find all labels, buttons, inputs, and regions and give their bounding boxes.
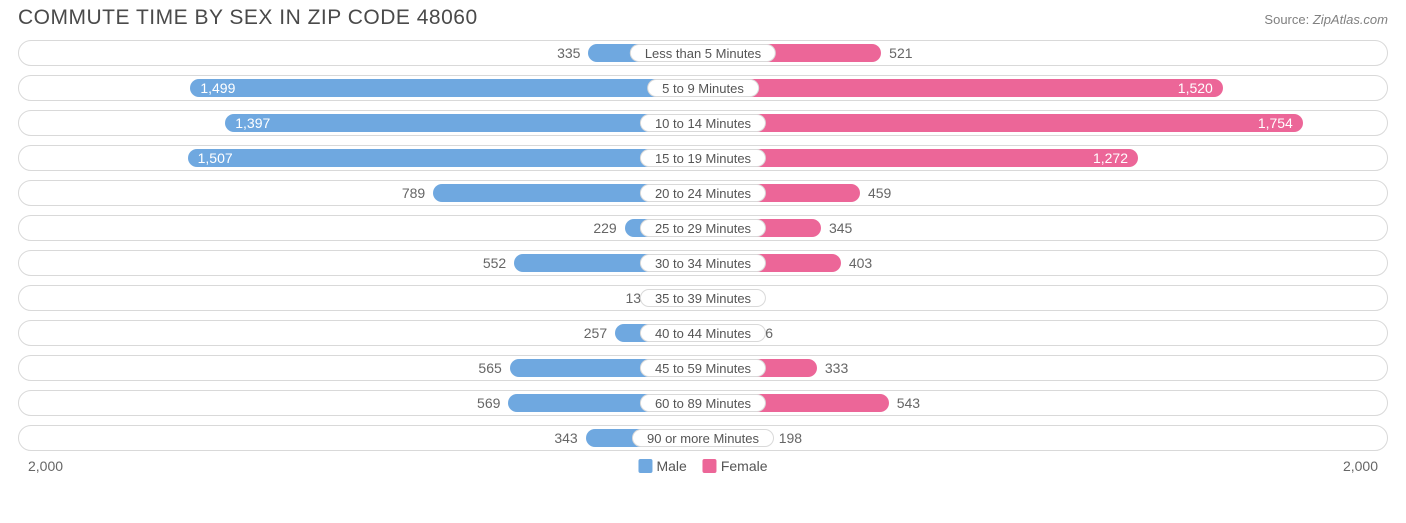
legend: Male Female <box>638 458 767 474</box>
value-male: 229 <box>593 216 616 240</box>
value-male: 335 <box>557 41 580 65</box>
category-label: 10 to 14 Minutes <box>640 114 766 132</box>
value-male: 1,397 <box>235 111 270 135</box>
chart-row: 569 543 60 to 89 Minutes <box>18 390 1388 416</box>
chart-footer: 2,000 Male Female 2,000 <box>0 458 1406 482</box>
category-label: 35 to 39 Minutes <box>640 289 766 307</box>
chart-header: COMMUTE TIME BY SEX IN ZIP CODE 48060 So… <box>0 0 1406 34</box>
chart-row: 552 403 30 to 34 Minutes <box>18 250 1388 276</box>
value-female: 345 <box>829 216 852 240</box>
category-label: 60 to 89 Minutes <box>640 394 766 412</box>
value-male: 1,499 <box>200 76 235 100</box>
chart-row: 1,499 1,520 5 to 9 Minutes <box>18 75 1388 101</box>
value-female: 1,272 <box>1093 146 1128 170</box>
chart-row: 789 459 20 to 24 Minutes <box>18 180 1388 206</box>
category-label: 20 to 24 Minutes <box>640 184 766 202</box>
chart-row: 343 198 90 or more Minutes <box>18 425 1388 451</box>
bar-female <box>703 114 1303 132</box>
chart-title: COMMUTE TIME BY SEX IN ZIP CODE 48060 <box>18 6 478 30</box>
value-female: 1,754 <box>1258 111 1293 135</box>
value-male: 552 <box>483 251 506 275</box>
chart-row: 25711640 to 44 Minutes <box>18 320 1388 346</box>
chart-row: 1,397 1,754 10 to 14 Minutes <box>18 110 1388 136</box>
source-value: ZipAtlas.com <box>1313 12 1388 27</box>
value-male: 565 <box>478 356 501 380</box>
bar-male <box>190 79 703 97</box>
swatch-female <box>703 459 717 473</box>
value-male: 343 <box>554 426 577 450</box>
value-female: 459 <box>868 181 891 205</box>
value-female: 198 <box>779 426 802 450</box>
commute-chart: 335 521 Less than 5 Minutes 1,499 1,520 5 to … <box>0 34 1406 451</box>
value-female: 403 <box>849 251 872 275</box>
axis-max-left: 2,000 <box>28 458 63 474</box>
bar-male <box>188 149 703 167</box>
swatch-male <box>638 459 652 473</box>
source-label: Source: <box>1264 12 1309 27</box>
value-male: 257 <box>584 321 607 345</box>
category-label: 30 to 34 Minutes <box>640 254 766 272</box>
value-female: 521 <box>889 41 912 65</box>
legend-label-male: Male <box>656 458 686 474</box>
legend-item-female: Female <box>703 458 768 474</box>
category-label: 90 or more Minutes <box>632 429 774 447</box>
chart-row: 565 333 45 to 59 Minutes <box>18 355 1388 381</box>
chart-row: 335 521 Less than 5 Minutes <box>18 40 1388 66</box>
legend-label-female: Female <box>721 458 768 474</box>
value-female: 333 <box>825 356 848 380</box>
category-label: 25 to 29 Minutes <box>640 219 766 237</box>
value-male: 1,507 <box>198 146 233 170</box>
category-label: 5 to 9 Minutes <box>647 79 759 97</box>
category-label: 45 to 59 Minutes <box>640 359 766 377</box>
chart-row: 1,507 1,272 15 to 19 Minutes <box>18 145 1388 171</box>
category-label: Less than 5 Minutes <box>630 44 776 62</box>
bar-female <box>703 79 1223 97</box>
category-label: 40 to 44 Minutes <box>640 324 766 342</box>
legend-item-male: Male <box>638 458 686 474</box>
chart-source: Source: ZipAtlas.com <box>1264 12 1388 27</box>
axis-max-right: 2,000 <box>1343 458 1378 474</box>
category-label: 15 to 19 Minutes <box>640 149 766 167</box>
value-female: 543 <box>897 391 920 415</box>
chart-row: 229 345 25 to 29 Minutes <box>18 215 1388 241</box>
value-female: 1,520 <box>1178 76 1213 100</box>
value-male: 789 <box>402 181 425 205</box>
bar-female <box>703 149 1138 167</box>
value-male: 569 <box>477 391 500 415</box>
bar-male <box>225 114 703 132</box>
chart-row: 1352235 to 39 Minutes <box>18 285 1388 311</box>
